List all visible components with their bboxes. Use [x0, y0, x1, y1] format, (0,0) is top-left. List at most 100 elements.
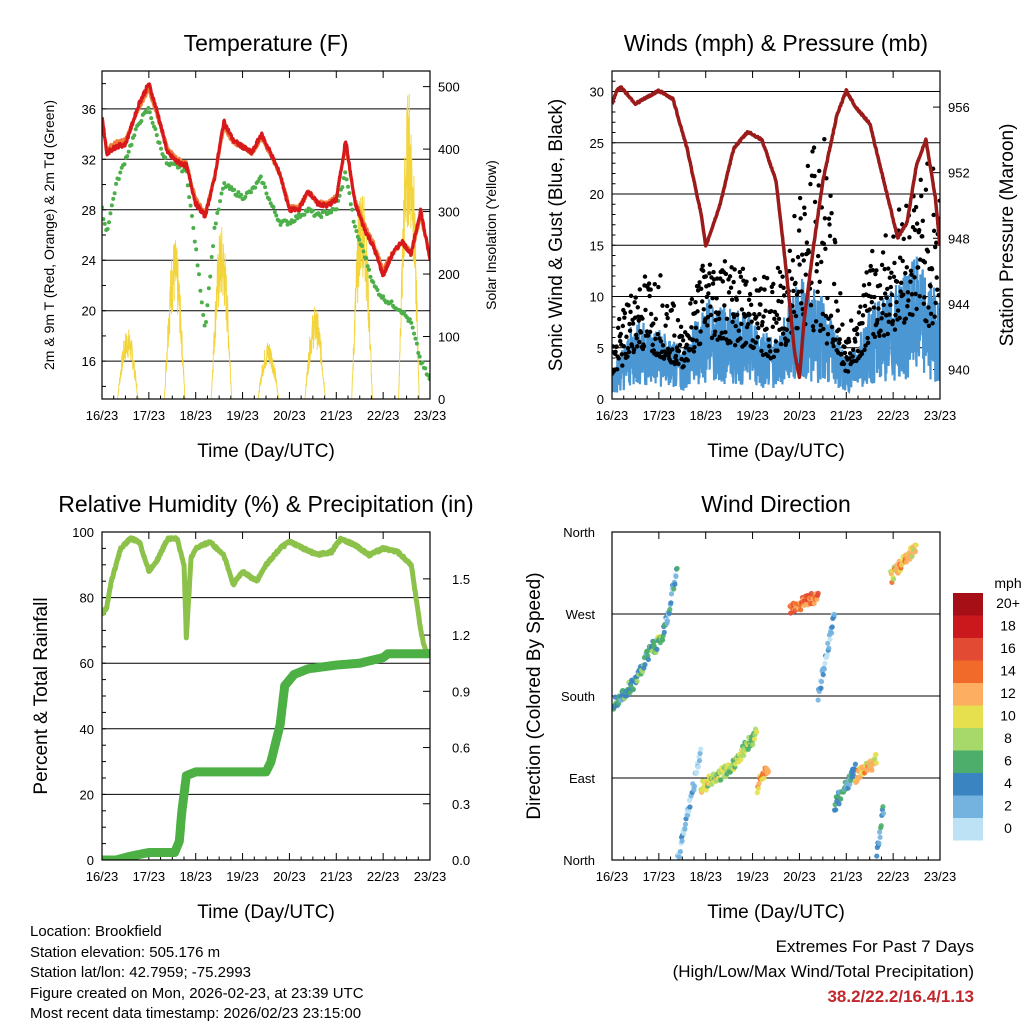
- gust-dot: [770, 289, 775, 295]
- gust-dot: [752, 277, 757, 282]
- dewpoint-dot: [365, 264, 370, 269]
- dewpoint-dot: [292, 219, 297, 224]
- humidity-data: [102, 535, 430, 860]
- gust-dot: [810, 149, 815, 154]
- gust-dot: [660, 343, 666, 348]
- gust-dot: [926, 305, 931, 310]
- gust-dot: [764, 275, 770, 281]
- direction-dot: [624, 693, 630, 699]
- gust-dot: [842, 350, 848, 356]
- legend-swatch: [953, 593, 983, 616]
- gust-dot: [884, 295, 889, 301]
- x-tick-label: 21/23: [320, 408, 353, 423]
- gust-dot: [893, 312, 898, 318]
- y-right-tick-label: 0.3: [452, 797, 470, 812]
- direction-dot: [664, 618, 671, 624]
- dewpoint-dot: [213, 221, 218, 226]
- gust-dot: [931, 212, 936, 218]
- dewpoint-dot: [329, 210, 334, 215]
- winds-data: [612, 85, 940, 394]
- dewpoint-dot: [112, 191, 117, 196]
- gust-dot: [929, 266, 935, 272]
- dewpoint-dot: [351, 219, 356, 224]
- gust-dot: [881, 333, 887, 338]
- y-tick-label: North: [563, 853, 595, 868]
- direction-dot: [671, 586, 677, 592]
- gust-dot: [736, 328, 741, 333]
- gust-dot: [829, 324, 835, 330]
- gust-dot: [864, 270, 869, 275]
- direction-dot: [808, 590, 815, 597]
- gust-dot: [813, 319, 819, 324]
- y-tick-label: 20: [82, 304, 96, 319]
- gust-dot: [904, 265, 910, 270]
- gust-dot: [826, 316, 831, 321]
- gust-dot: [638, 330, 644, 335]
- direction-dot: [654, 646, 660, 653]
- gust-dot: [862, 303, 868, 309]
- humidity-line: [102, 535, 430, 657]
- gust-dot: [911, 208, 917, 213]
- gust-dot: [627, 321, 632, 327]
- gust-dot: [873, 271, 878, 277]
- gust-dot: [885, 331, 890, 337]
- gust-dot: [861, 283, 867, 288]
- y-right-tick-label: 100: [438, 330, 460, 345]
- gust-dot: [705, 323, 710, 328]
- dewpoint-dot: [218, 199, 223, 204]
- direction-dot: [718, 777, 724, 783]
- dewpoint-dot: [340, 185, 345, 190]
- direction-dot: [698, 746, 704, 752]
- gust-dot: [726, 290, 732, 295]
- x-tick-label: 20/23: [783, 869, 816, 884]
- gust-dot: [714, 276, 720, 281]
- y-tick-label: 32: [82, 152, 96, 167]
- gust-dot: [856, 310, 862, 315]
- gust-dot: [874, 268, 879, 273]
- gust-dot: [708, 304, 713, 309]
- gust-dot: [747, 312, 752, 317]
- gust-dot: [924, 319, 929, 324]
- direction-dot: [677, 848, 684, 855]
- gust-dot: [882, 266, 887, 272]
- gust-dot: [781, 293, 787, 298]
- x-axis-label: Time (Day/UTC): [197, 441, 335, 462]
- gust-dot: [814, 269, 819, 274]
- dewpoint-dot: [222, 181, 227, 186]
- gust-dot: [888, 302, 893, 308]
- direction-dot: [891, 576, 897, 582]
- gust-dot: [825, 295, 830, 301]
- gust-dot: [706, 282, 712, 288]
- gust-dot: [878, 328, 883, 333]
- direction-dot: [822, 660, 828, 667]
- gust-dot: [730, 319, 735, 325]
- gust-dot: [703, 274, 709, 279]
- gust-dot: [847, 356, 852, 361]
- legend-label: 20+: [996, 595, 1020, 611]
- panel-temperature: Temperature (F) 16/23 17/23 18/23 19/23 20/23…: [41, 30, 499, 462]
- gust-dot: [771, 354, 777, 359]
- dewpoint-dot: [334, 207, 339, 212]
- gust-dot: [727, 274, 733, 279]
- dewpoint-dot: [426, 373, 430, 378]
- gust-dot: [839, 351, 844, 357]
- gust-dot: [664, 303, 670, 309]
- direction-dot: [645, 656, 651, 663]
- gust-dot: [751, 345, 756, 350]
- gust-dot: [642, 274, 648, 279]
- gust-dot: [704, 294, 710, 300]
- y-right-tick-label: 0.0: [452, 853, 470, 868]
- gust-dot: [811, 328, 816, 333]
- dewpoint-dot: [147, 110, 152, 115]
- gust-dot: [920, 234, 925, 239]
- legend-label: 4: [1004, 775, 1012, 791]
- gust-dot: [689, 325, 694, 330]
- gust-dot: [651, 321, 656, 326]
- chart-title: Relative Humidity (%) & Precipitation (i…: [58, 491, 473, 517]
- gust-dot: [665, 346, 671, 351]
- direction-dot: [754, 729, 760, 735]
- direction-dot: [876, 840, 882, 846]
- gust-dot: [650, 342, 655, 348]
- gust-dot: [882, 291, 888, 296]
- y-tick-label: 16: [82, 354, 96, 369]
